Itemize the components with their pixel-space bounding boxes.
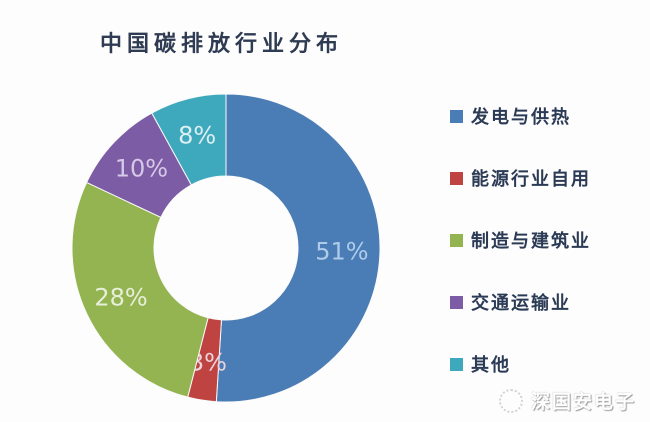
donut-segment-0 [215,93,381,403]
legend-label-0: 发电与供热 [471,107,571,127]
segment-label-2: 28% [94,283,147,311]
watermark-text: 深国安电子 [530,392,636,413]
legend-swatch-4 [450,357,463,371]
legend-swatch-3 [450,295,463,309]
legend-item-1: 能源行业自用 [450,166,591,190]
donut-segment-2 [71,181,209,398]
legend-item-3: 交通运输业 [450,290,591,314]
legend-swatch-2 [450,233,463,247]
donut-segment-4 [151,93,227,186]
watermark: 深国安电子 [498,387,636,414]
segment-label-4: 8% [178,122,216,150]
segment-label-0: 51% [315,238,368,266]
legend-item-2: 制造与建筑业 [450,228,591,252]
legend-item-0: 发电与供热 [450,104,591,128]
legend-label-3: 交通运输业 [471,293,571,313]
chart-title: 中国碳排放行业分布 [100,31,344,56]
legend-label-1: 能源行业自用 [471,169,591,189]
legend-label-2: 制造与建筑业 [471,231,591,251]
legend-item-4: 其他 [450,352,591,376]
legend-swatch-1 [450,171,463,185]
legend-label-4: 其他 [471,355,511,375]
legend: 发电与供热能源行业自用 制造与建筑业 交通运输业其他 [450,104,591,414]
watermark-logo-icon [498,388,523,413]
segment-label-3: 10% [115,155,168,183]
legend-swatch-0 [450,109,463,123]
